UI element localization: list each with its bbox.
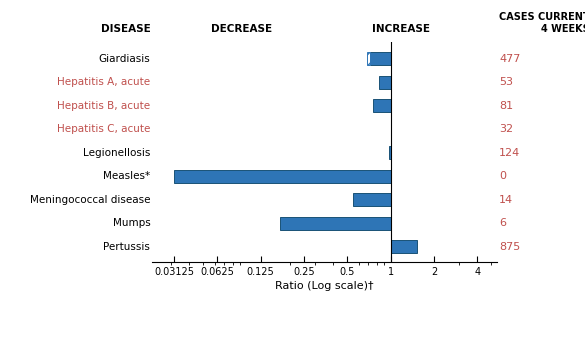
Text: Hepatitis C, acute: Hepatitis C, acute: [57, 124, 150, 134]
Text: Meningococcal disease: Meningococcal disease: [30, 195, 150, 205]
Text: Measles*: Measles*: [103, 171, 150, 181]
Text: 0: 0: [499, 171, 506, 181]
Text: DISEASE: DISEASE: [101, 24, 150, 34]
Text: 477: 477: [499, 54, 520, 64]
Bar: [280, 217, 391, 230]
Text: Hepatitis B, acute: Hepatitis B, acute: [57, 101, 150, 111]
Text: Mumps: Mumps: [113, 218, 150, 228]
Text: DECREASE: DECREASE: [211, 24, 273, 34]
Text: Legionellosis: Legionellosis: [83, 148, 150, 158]
Bar: [353, 193, 391, 206]
Text: 81: 81: [499, 101, 513, 111]
Text: Giardiasis: Giardiasis: [99, 54, 150, 64]
Text: 14: 14: [499, 195, 513, 205]
Text: Hepatitis A, acute: Hepatitis A, acute: [57, 78, 150, 87]
Bar: [391, 240, 417, 253]
Bar: [370, 52, 391, 65]
X-axis label: Ratio (Log scale)†: Ratio (Log scale)†: [276, 281, 374, 291]
Text: INCREASE: INCREASE: [371, 24, 429, 34]
Text: 6: 6: [499, 218, 506, 228]
Bar: [379, 76, 391, 89]
Bar: [174, 170, 391, 183]
Bar: [389, 146, 391, 159]
Bar: [367, 52, 370, 65]
Text: 124: 124: [499, 148, 520, 158]
Text: 32: 32: [499, 124, 513, 134]
Text: 875: 875: [499, 242, 520, 252]
Text: Pertussis: Pertussis: [104, 242, 150, 252]
Bar: [373, 99, 391, 112]
Text: 53: 53: [499, 78, 513, 87]
Text: CASES CURRENT
4 WEEKS: CASES CURRENT 4 WEEKS: [499, 12, 585, 34]
Legend: Beyond historical limits: Beyond historical limits: [202, 351, 378, 354]
